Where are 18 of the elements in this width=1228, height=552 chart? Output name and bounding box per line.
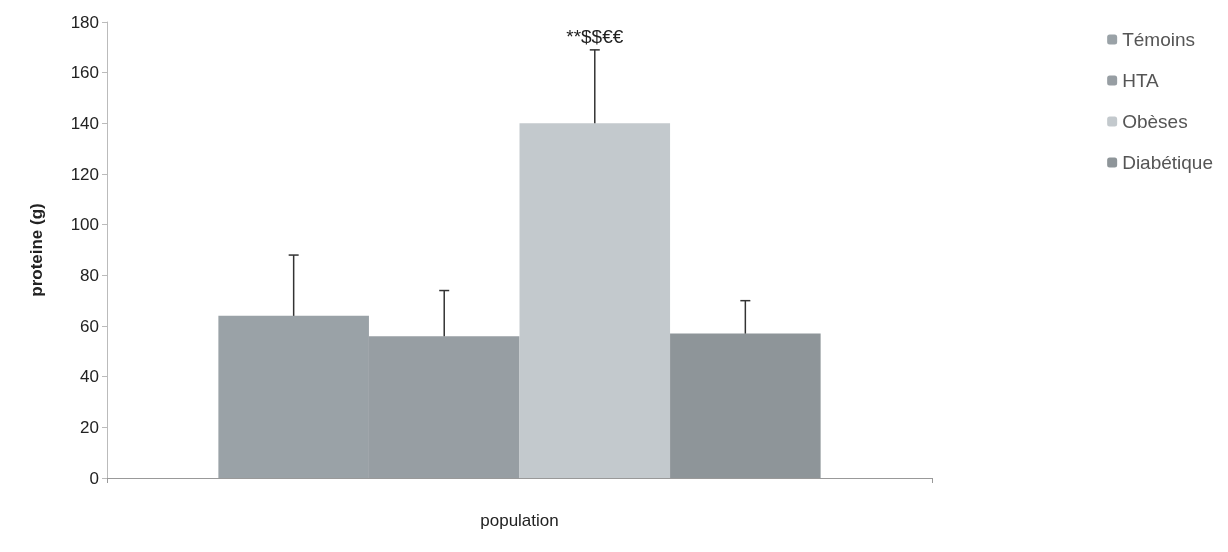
annotation: **$$€€ <box>566 25 624 47</box>
y-tick-label: 180 <box>70 12 99 32</box>
y-tick-label: 20 <box>80 417 99 437</box>
y-tick-label: 0 <box>89 468 99 488</box>
y-tick-label: 100 <box>70 215 99 235</box>
legend-label: Diabétique <box>1122 152 1213 173</box>
y-tick-label: 60 <box>80 316 99 336</box>
y-tick-label: 140 <box>70 113 99 133</box>
legend-label: Obèses <box>1122 111 1188 132</box>
y-tick-label: 120 <box>70 164 99 184</box>
x-axis-title: population <box>480 511 559 530</box>
y-tick-label: 40 <box>80 367 99 387</box>
legend-label: HTA <box>1122 70 1160 91</box>
bar <box>519 123 671 478</box>
legend-label: Témoins <box>1122 29 1196 50</box>
y-axis-title: proteine (g) <box>27 203 46 297</box>
y-tick-label: 160 <box>70 63 99 83</box>
y-tick-label: 80 <box>80 265 99 285</box>
